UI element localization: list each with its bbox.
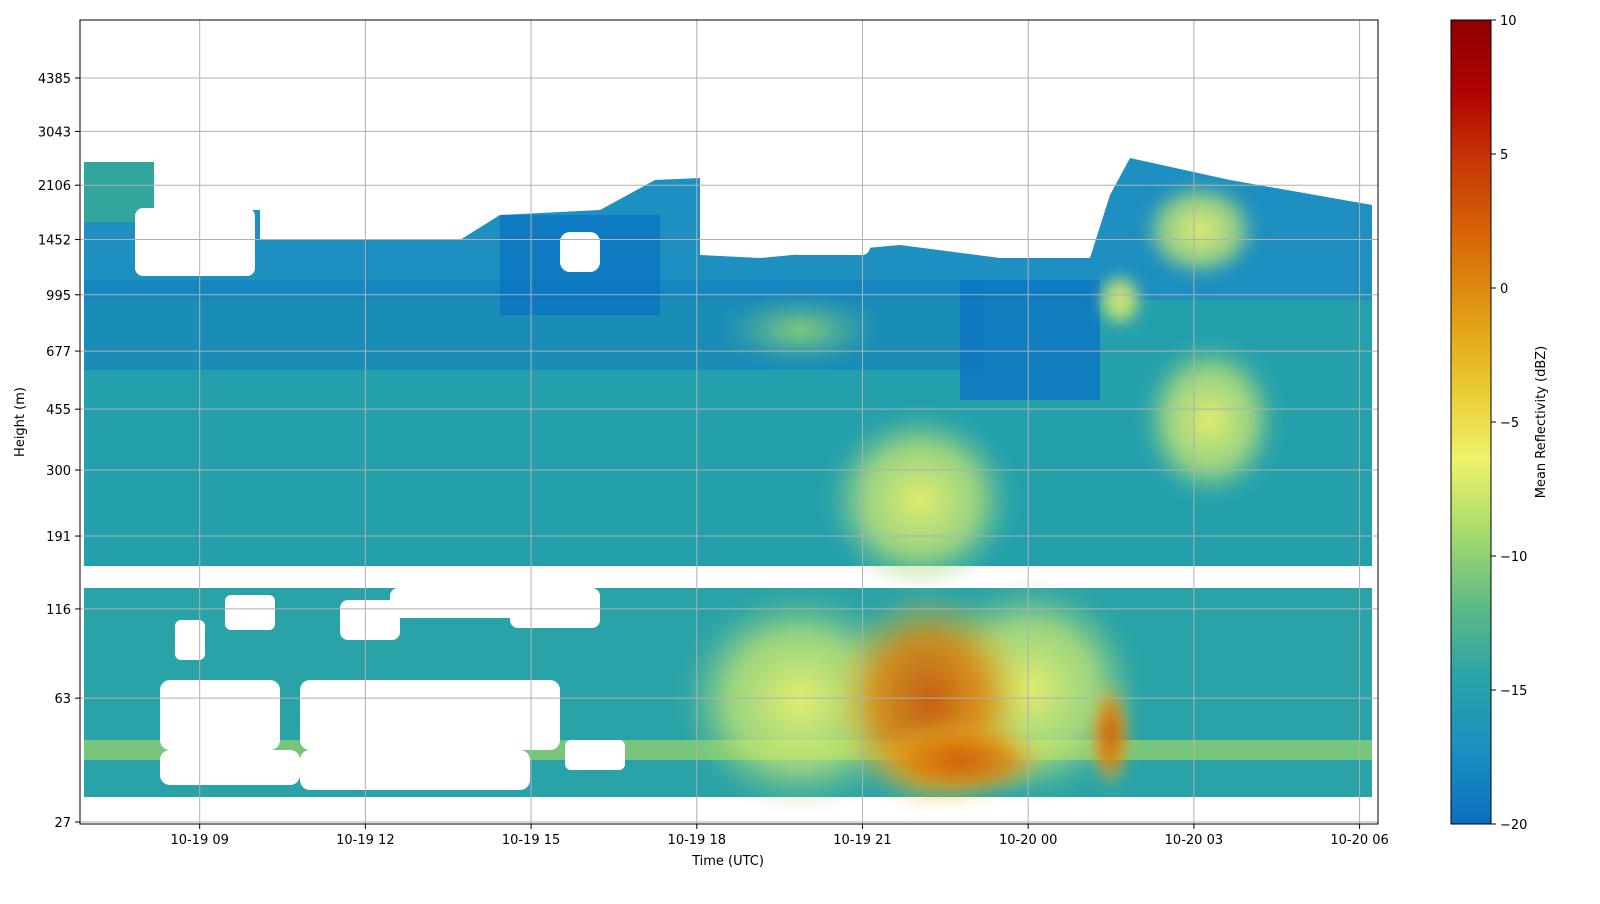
x-tick-label: 10-19 12 xyxy=(336,833,394,848)
y-tick-label: 300 xyxy=(46,464,71,479)
echo-column xyxy=(1088,680,1132,790)
heatmap xyxy=(84,158,1372,810)
y-tick-label: 995 xyxy=(46,289,71,304)
plot-frame xyxy=(79,19,1379,825)
x-tick-label: 10-19 18 xyxy=(668,833,726,848)
y-tick-label: 3043 xyxy=(38,125,71,140)
colorbar-tick-label: 5 xyxy=(1500,148,1508,163)
y-tick-label: 63 xyxy=(54,692,71,707)
x-tick-label: 10-20 00 xyxy=(999,833,1057,848)
colorbar-tick-label: 10 xyxy=(1500,14,1517,29)
x-tick-label: 10-19 21 xyxy=(833,833,891,848)
y-tick-label: 191 xyxy=(46,530,71,545)
x-tick-label: 10-19 15 xyxy=(502,833,560,848)
y-tick-label: 677 xyxy=(46,345,71,360)
colorbar-tick-label: −20 xyxy=(1500,818,1527,833)
y-tick-label: 116 xyxy=(46,603,71,618)
data-gaps xyxy=(135,185,870,790)
elevated-echo-3 xyxy=(1095,270,1145,330)
colorbar-ticks: 10 5 0 −5 −10 −15 −20 xyxy=(1491,14,1527,833)
y-tick-label: 455 xyxy=(46,403,71,418)
x-axis-label: Time (UTC) xyxy=(691,854,764,869)
colorbar-bar xyxy=(1450,19,1492,825)
colorbar-tick-label: −10 xyxy=(1500,550,1527,565)
colorbar-tick-label: −5 xyxy=(1500,416,1519,431)
y-tick-label: 1452 xyxy=(38,234,71,249)
grid-vertical xyxy=(199,20,1361,824)
upper-layer-dark-2 xyxy=(960,280,1100,400)
echo-plume-1 xyxy=(825,410,1015,590)
y-axis-label: Height (m) xyxy=(13,387,28,457)
echo-streak xyxy=(720,295,880,365)
y-axis: 27 63 116 191 300 455 677 995 1452 2106 3043 4385 xyxy=(38,72,80,831)
x-tick-label: 10-20 06 xyxy=(1330,833,1388,848)
y-tick-label: 27 xyxy=(54,816,71,831)
x-tick-label: 10-20 03 xyxy=(1165,833,1223,848)
y-tick-label: 2106 xyxy=(38,179,71,194)
elevated-echo-2 xyxy=(1140,180,1260,280)
colorbar-label: Mean Reflectivity (dBZ) xyxy=(1534,346,1549,499)
elevated-echo-1 xyxy=(1140,340,1280,500)
x-tick-label: 10-19 09 xyxy=(170,833,228,848)
y-tick-label: 4385 xyxy=(38,72,71,87)
x-axis: 10-19 09 10-19 12 10-19 15 10-19 18 10-19 21… xyxy=(170,824,1389,848)
colorbar: 10 5 0 −5 −10 −15 −20 Mean Reflectivity (dBZ) xyxy=(1450,14,1549,833)
colorbar-tick-label: −15 xyxy=(1500,684,1527,699)
plot-area xyxy=(80,20,1378,824)
echo-core-base xyxy=(870,720,1050,800)
colorbar-tick-label: 0 xyxy=(1500,282,1508,297)
grid-horizontal xyxy=(80,77,1378,823)
